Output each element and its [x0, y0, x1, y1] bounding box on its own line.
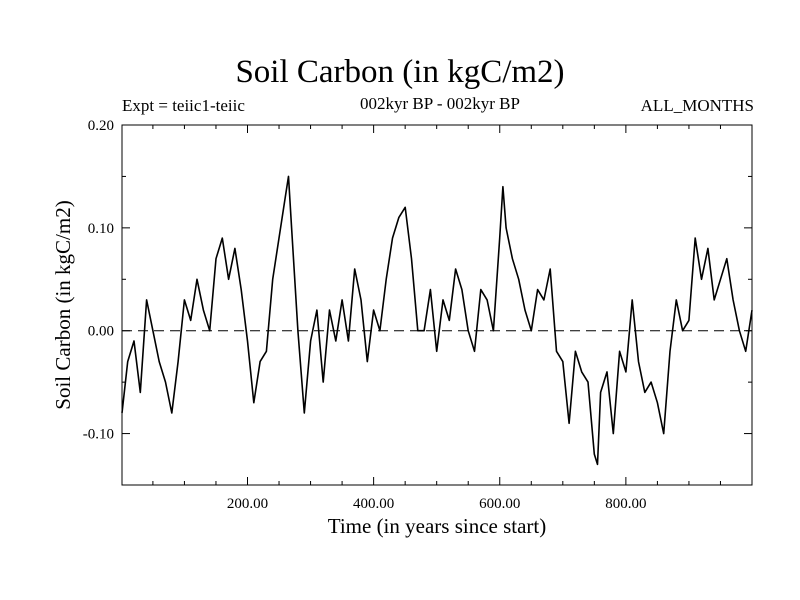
y-tick-label: 0.10	[88, 221, 114, 237]
x-tick-label: 400.00	[353, 496, 394, 512]
plot-frame	[121, 124, 753, 486]
chart-title: Soil Carbon (in kgC/m2)	[235, 54, 565, 90]
y-tick-label: 0.20	[88, 118, 114, 134]
chart-subtitle: 002kyr BP - 002kyr BP	[360, 94, 520, 113]
experiment-label: Expt = teiic1-teiic	[122, 96, 245, 115]
y-tick-label: 0.00	[88, 324, 114, 340]
x-axis-title: Time (in years since start)	[328, 514, 547, 538]
y-tick-label: -0.10	[83, 427, 114, 443]
x-tick-label: 200.00	[227, 496, 268, 512]
x-tick-label: 800.00	[605, 496, 646, 512]
y-axis-title: Soil Carbon (in kgC/m2)	[51, 200, 75, 409]
x-tick-label: 600.00	[479, 496, 520, 512]
series-line	[121, 175, 753, 466]
tick-layer	[122, 124, 752, 486]
tick-label-layer: 200.00 400.00 600.00 800.00 -0.10 0.00 0.10 0.2…	[83, 118, 647, 512]
months-label: ALL_MONTHS	[640, 96, 754, 115]
